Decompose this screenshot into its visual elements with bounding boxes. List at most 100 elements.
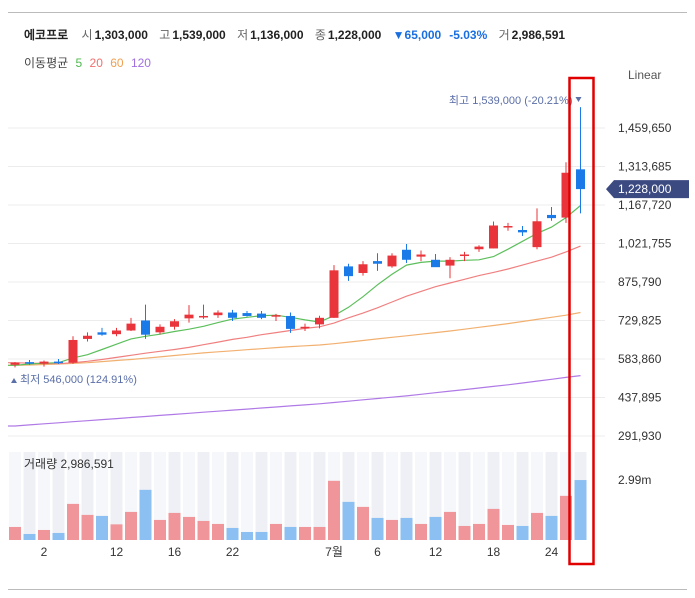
candle-body — [532, 221, 542, 248]
current-price-badge — [606, 180, 689, 199]
candle-body — [445, 259, 455, 266]
volume-bar — [502, 524, 514, 540]
candle-body — [416, 254, 426, 257]
ma-legend-60[interactable]: 60 — [110, 56, 124, 70]
volume-bar — [9, 526, 21, 540]
volume-bar — [241, 531, 253, 540]
candle-body — [271, 315, 281, 317]
candle-body — [184, 314, 194, 319]
stock-name: 에코프로 — [24, 28, 69, 42]
volume-bg-stripe — [270, 452, 282, 540]
volume-bar — [400, 517, 413, 540]
candle-body — [431, 259, 440, 268]
high-value: 1,539,000 — [172, 28, 226, 42]
volume-bg-stripe — [212, 452, 224, 540]
candle-body — [54, 361, 63, 364]
x-tick-label: 12 — [110, 545, 124, 559]
volume-bar — [516, 525, 529, 540]
volume-bg-stripe — [23, 452, 36, 540]
volume-bar — [154, 519, 166, 540]
volume-bar — [574, 480, 587, 540]
volume-bar — [386, 519, 398, 540]
candle-body — [373, 261, 382, 264]
volume-bg-stripe — [52, 452, 65, 540]
volume-bg-stripe — [241, 452, 253, 540]
candle-body — [402, 249, 411, 260]
volume-bar — [487, 508, 500, 540]
volume-title: 거래량 2,986,591 — [24, 457, 114, 471]
volume-bg-stripe — [38, 452, 50, 540]
volume-bg-stripe — [197, 452, 210, 540]
volume-bar — [284, 526, 297, 540]
price-tick-label: 1,459,650 — [618, 121, 672, 135]
volume-value: 2,986,591 — [511, 28, 566, 42]
volume-bg-stripe — [299, 452, 311, 540]
volume-bar — [270, 523, 282, 540]
candle-body — [141, 320, 150, 335]
candle-body — [25, 362, 34, 364]
x-tick-label: 16 — [168, 545, 182, 559]
ma-legend-label: 이동평균 — [24, 56, 69, 70]
volume-bg-stripe — [9, 452, 21, 540]
volume-bar — [357, 506, 369, 540]
price-tick-label: 437,895 — [618, 391, 662, 405]
candle-body — [547, 214, 556, 219]
volume-bg-stripe — [473, 452, 485, 540]
volume-bar — [168, 512, 181, 540]
volume-bar — [531, 512, 543, 540]
volume-bar — [545, 515, 558, 540]
x-tick-label: 2 — [41, 545, 48, 559]
open-label: 시 — [81, 28, 93, 42]
ma-legend-120[interactable]: 120 — [130, 56, 151, 70]
candle-body — [489, 225, 498, 249]
close-label: 종 — [314, 28, 326, 42]
scale-toggle[interactable]: Linear — [628, 68, 662, 82]
candle-body — [387, 255, 397, 267]
volume-bar — [313, 526, 326, 540]
volume-tick-label: 2.99m — [618, 473, 651, 487]
candle-body — [300, 326, 310, 329]
ma-legend-5[interactable]: 5 — [75, 56, 83, 70]
price-tick-label: 1,167,720 — [618, 198, 672, 212]
price-tick-label: 1,021,755 — [618, 237, 672, 251]
price-tick-label: 291,930 — [618, 429, 662, 443]
candle-body — [315, 317, 324, 325]
volume-bar — [226, 527, 239, 540]
volume-bar — [444, 511, 456, 540]
volume-bar — [299, 526, 311, 540]
volume-bar — [23, 533, 36, 540]
volume-bar — [255, 531, 268, 540]
max-price-marker — [575, 97, 582, 102]
volume-bar — [212, 523, 224, 540]
volume-bar — [96, 515, 108, 540]
min-price-marker — [11, 378, 17, 383]
volume-bar — [473, 523, 485, 540]
volume-bg-stripe — [255, 452, 268, 540]
low-value: 1,136,000 — [250, 28, 304, 42]
ma-legend[interactable]: 이동평균 5 20 60 120 — [24, 54, 155, 71]
candle-body — [329, 270, 339, 318]
ma-legend-20[interactable]: 20 — [89, 56, 103, 70]
top-rule — [8, 12, 687, 13]
candle-body — [286, 315, 295, 329]
candle-body — [199, 315, 208, 318]
low-label: 저 — [237, 28, 249, 42]
candle-body — [518, 229, 527, 233]
volume-bar — [429, 516, 442, 540]
change-value: ▼65,000 — [392, 28, 442, 42]
volume-bar — [125, 511, 137, 540]
volume-bar — [328, 480, 340, 540]
x-tick-label: 22 — [226, 545, 240, 559]
candle-body — [97, 332, 107, 335]
volume-bar — [110, 524, 123, 540]
volume-bg-stripe — [516, 452, 529, 540]
high-label: 고 — [159, 28, 171, 42]
price-tick-label: 875,790 — [618, 275, 662, 289]
volume-bg-stripe — [415, 452, 427, 540]
x-tick-label: 6 — [374, 545, 381, 559]
price-tick-label: 1,313,685 — [618, 160, 672, 174]
x-tick-label: 24 — [545, 545, 559, 559]
price-tick-label: 583,860 — [618, 352, 662, 366]
